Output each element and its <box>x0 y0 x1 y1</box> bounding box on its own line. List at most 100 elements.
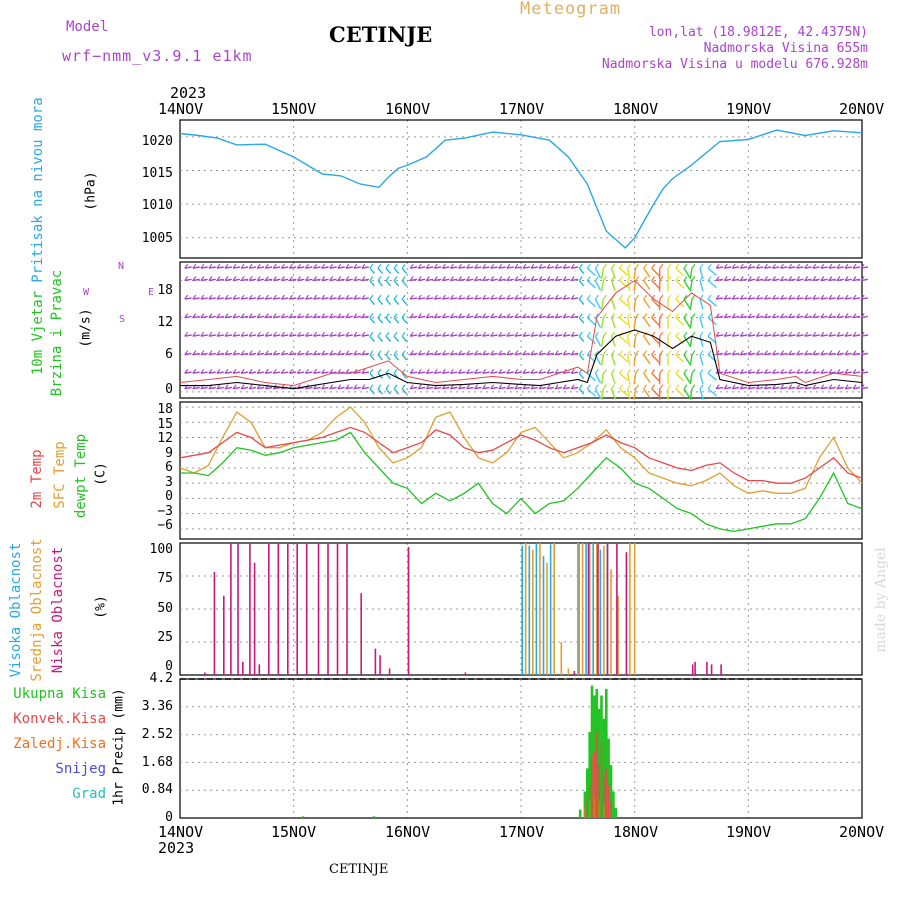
wind-barb <box>232 266 241 269</box>
wind-barb-flag <box>755 368 760 374</box>
wind-barb-flag <box>619 368 623 374</box>
wind-barb <box>724 266 732 269</box>
wind-barb <box>707 388 717 397</box>
wind-barb <box>410 371 418 374</box>
precip-legend-snow: Snijeg <box>55 761 106 777</box>
wind-barb-flag <box>377 384 382 390</box>
wind-barb <box>313 334 321 337</box>
wind-barb-flag <box>651 350 656 356</box>
pressure-tick-label: 1020 <box>141 134 173 149</box>
wind-barb <box>836 386 844 390</box>
wind-barb-flag <box>385 331 390 337</box>
wind-barb-flag <box>305 263 309 269</box>
wind-barb-flag <box>337 276 342 281</box>
wind-barb <box>232 371 241 374</box>
cloud-tick-label: 100 <box>149 542 173 557</box>
wind-barb-flag <box>788 350 793 356</box>
wind-barb-flag <box>796 263 801 269</box>
wind-barb <box>633 354 637 366</box>
wind-barb-flag <box>280 350 285 356</box>
wind-barb <box>689 373 693 385</box>
wind-barb <box>619 298 629 307</box>
wind-barb <box>740 278 748 282</box>
wind-barb-flag <box>763 384 768 390</box>
wind-tick-label: 6 <box>165 347 173 362</box>
wind-barb-flag <box>506 263 511 269</box>
wind-barb-flag <box>659 313 664 318</box>
cloud-bar-high <box>578 543 580 675</box>
wind-barb <box>522 278 530 282</box>
wind-barb <box>530 386 538 390</box>
wind-barb-flag <box>627 350 632 356</box>
wind-barb-flag <box>248 276 253 281</box>
wind-barb-flag <box>329 294 334 300</box>
wind-barb <box>434 315 442 319</box>
wind-barb-flag <box>248 384 253 390</box>
wind-barb-flag <box>305 294 309 300</box>
wind-barb-flag <box>780 294 784 300</box>
cloud-bar-mid <box>532 549 534 675</box>
precip-bar-total <box>605 688 608 818</box>
wind-barb-flag <box>635 276 640 281</box>
wind-barb-flag <box>763 350 768 356</box>
wind-barb-flag <box>329 350 334 356</box>
wind-barb <box>699 267 704 279</box>
wind-barb <box>353 278 361 282</box>
wind-barb-flag <box>828 313 833 318</box>
wind-barb <box>377 354 384 361</box>
precip-bar-total <box>612 791 615 818</box>
wind-barb-flag <box>305 313 309 318</box>
cloud-bar-high <box>528 545 531 675</box>
wind-barb <box>297 315 305 319</box>
wind-barb-flag <box>409 313 414 318</box>
wind-barb-flag <box>361 384 366 390</box>
wind-barb <box>442 334 450 337</box>
wind-barb <box>626 373 631 385</box>
wind-barb <box>514 297 522 300</box>
wind-barb-flag <box>836 313 841 318</box>
wind-barb <box>249 334 257 337</box>
wind-barb-flag <box>441 294 446 300</box>
wind-barb <box>683 267 691 278</box>
cloud-bar-mid <box>603 545 605 675</box>
wind-barb-flag <box>836 294 841 300</box>
wind-barb <box>724 371 732 374</box>
wind-barb <box>474 334 482 337</box>
wind-barb-flag <box>280 294 285 300</box>
wind-barb <box>546 266 555 269</box>
wind-barb-flag <box>224 313 229 318</box>
wind-barb <box>780 315 788 319</box>
wind-barb <box>265 334 273 337</box>
cloud-bar-low <box>606 543 609 675</box>
wind-barb <box>748 297 756 300</box>
cloud-bar-mid <box>610 569 612 675</box>
wind-barb <box>563 334 571 337</box>
wind-barb <box>844 278 852 282</box>
wind-barb-flag <box>731 263 736 269</box>
wind-barb-flag <box>192 313 197 318</box>
wind-barb-flag <box>272 313 277 318</box>
wind-barb <box>305 266 313 269</box>
wind-barb-flag <box>490 313 495 318</box>
wind-barb-flag <box>788 276 793 281</box>
wind-barb <box>353 297 361 300</box>
wind-barb <box>393 317 400 324</box>
wind-barb-flag <box>691 276 696 281</box>
wind-barb <box>482 297 490 300</box>
wind-barb-flag <box>699 263 704 269</box>
wind-barb <box>474 297 482 300</box>
precip-bar-frozen <box>603 804 605 818</box>
precip-bar-total <box>607 738 610 818</box>
wind-barb <box>200 266 208 269</box>
wind-barb <box>852 386 861 390</box>
wind-barb-flag <box>313 294 318 300</box>
wind-barb <box>796 386 804 390</box>
wind-barb <box>313 266 321 269</box>
wind-barb <box>699 388 704 400</box>
wind-barb <box>820 266 828 269</box>
wind-barb-flag <box>828 384 833 390</box>
wind-barb <box>313 297 321 300</box>
time-tick-label: 17NOV <box>499 823 545 841</box>
wind-barb <box>804 315 812 319</box>
wind-barb <box>689 268 693 280</box>
